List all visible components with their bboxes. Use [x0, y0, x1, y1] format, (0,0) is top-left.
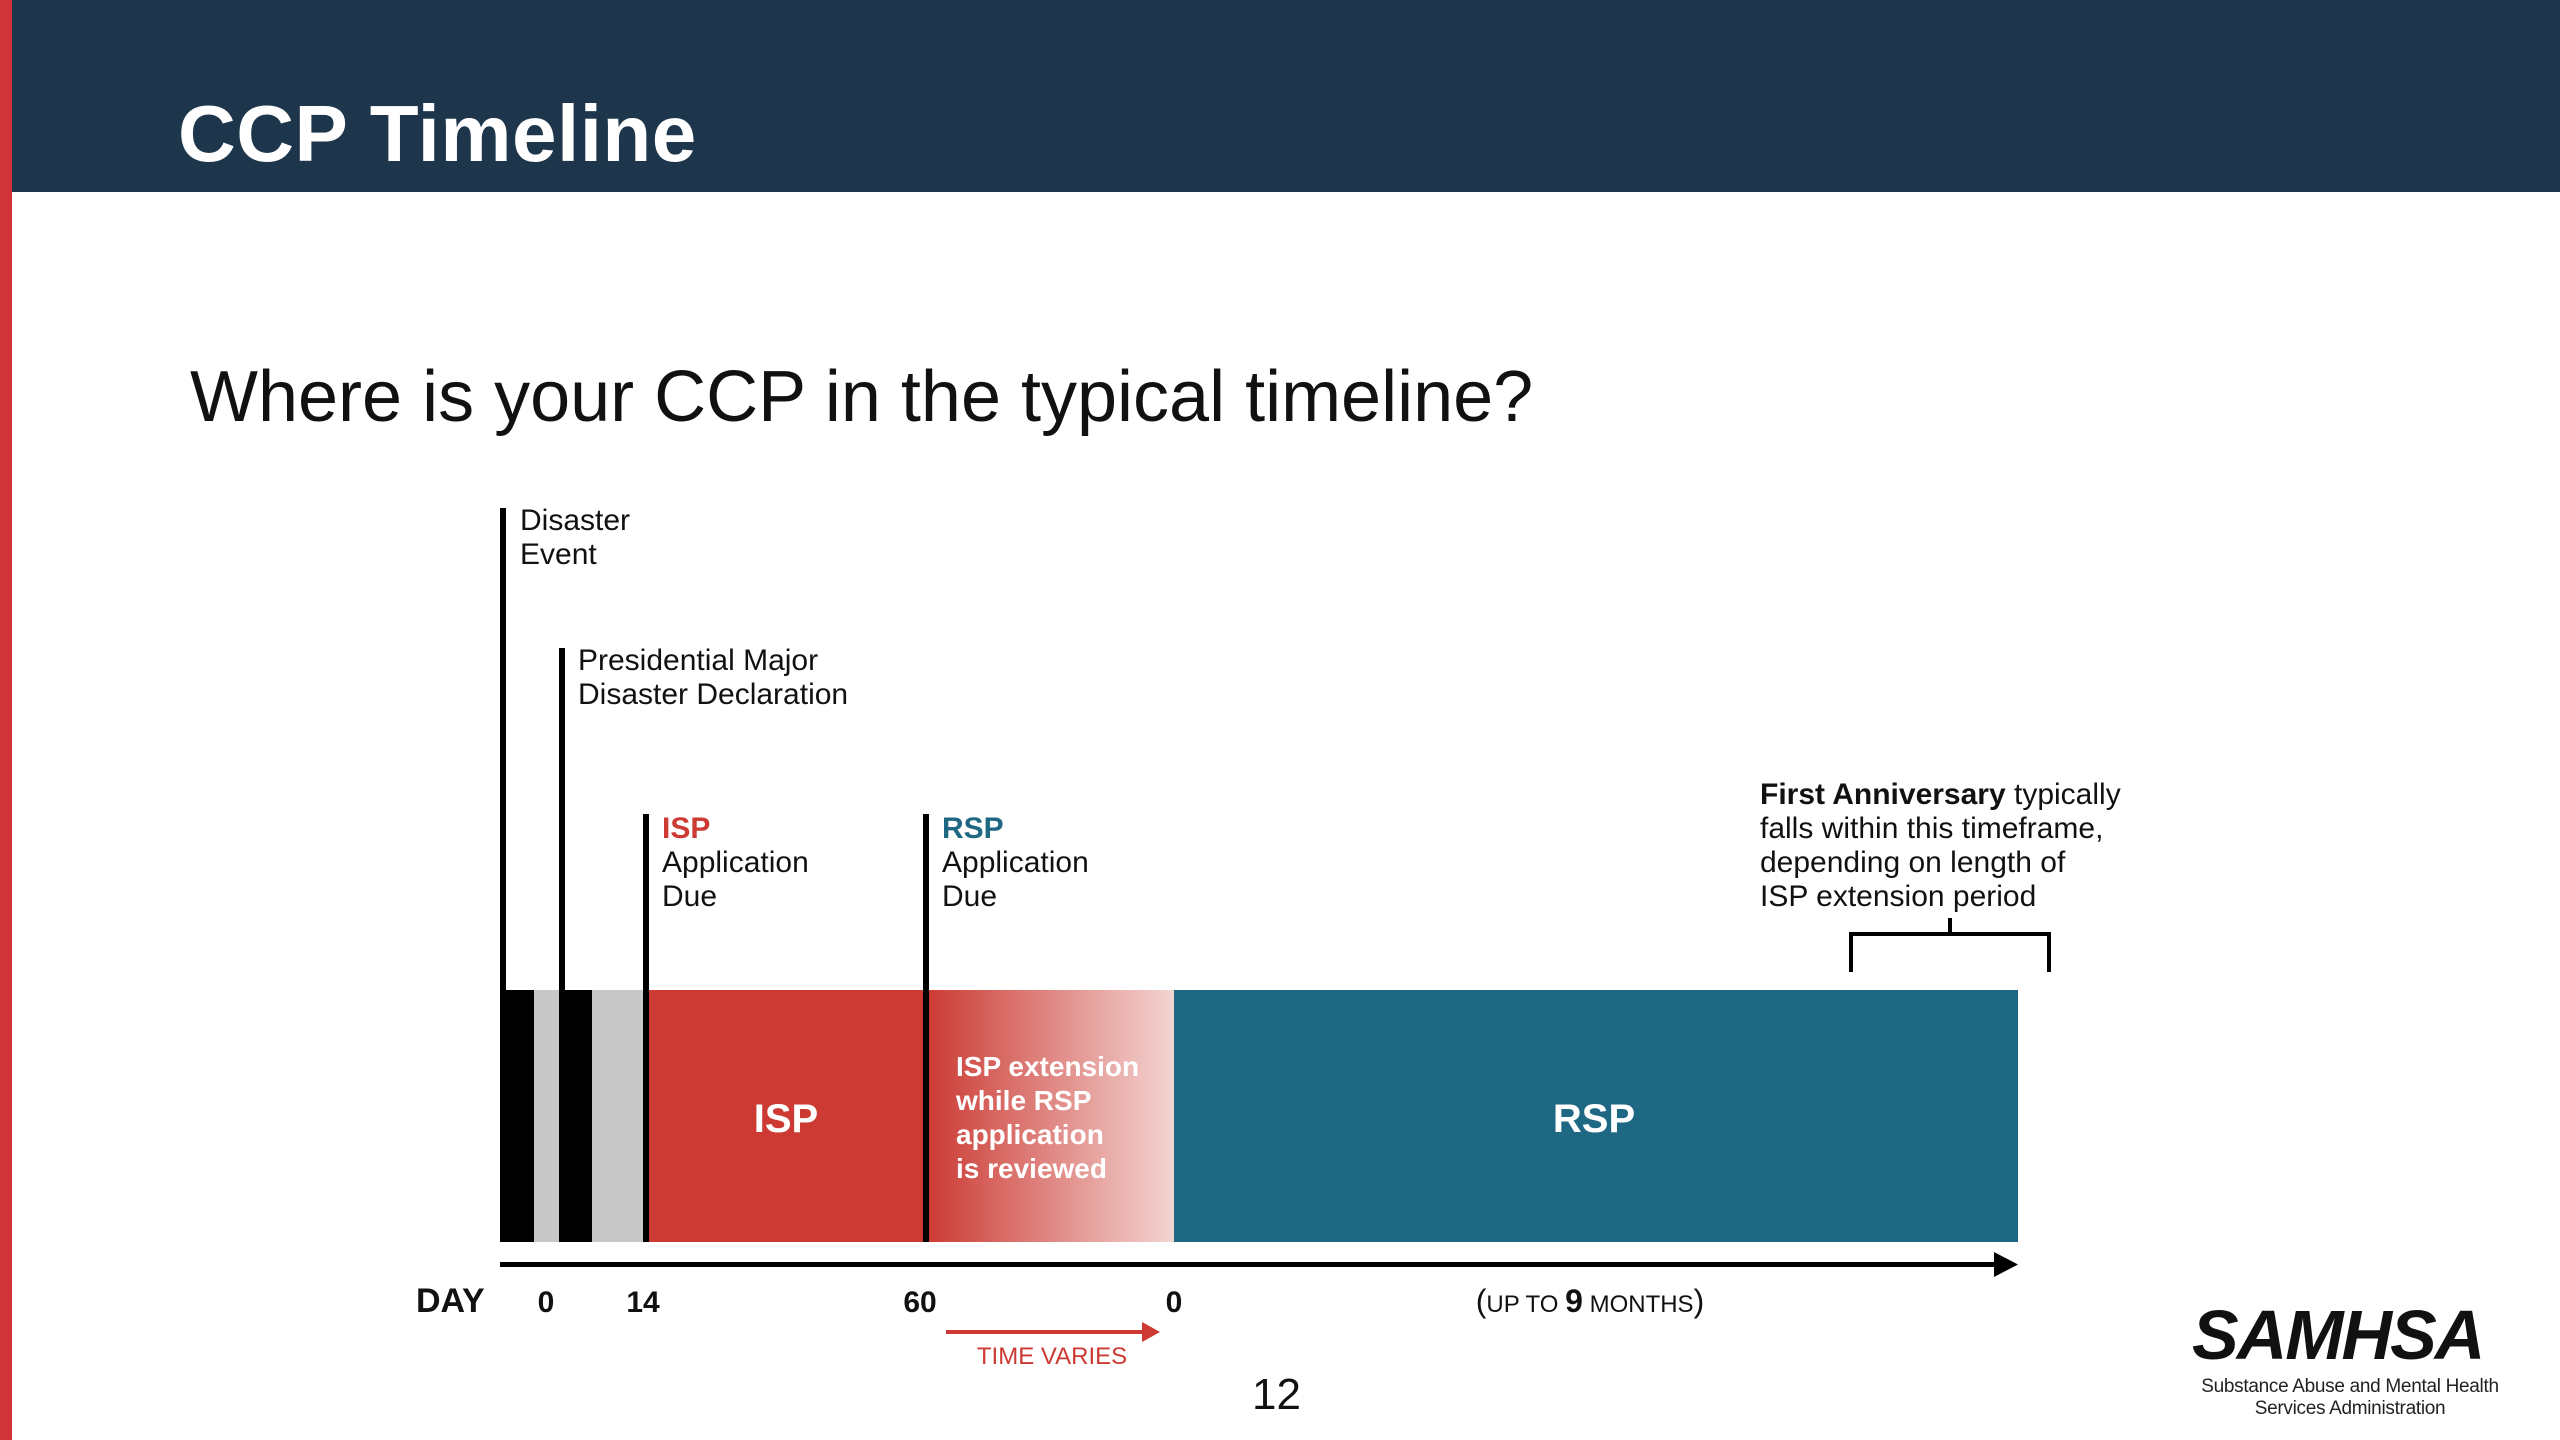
label-isp-due: ISP Application Due	[662, 812, 817, 913]
samhsa-logo: SAMHSA Substance Abuse and Mental Health…	[2180, 1300, 2520, 1420]
left-accent-bar	[0, 0, 12, 1440]
segment-isp	[646, 990, 926, 1242]
segment-gray-2	[592, 990, 646, 1242]
anniversary-note: First Anniversary typically falls within…	[1760, 778, 2129, 913]
axis-months-label: (UP TO 9 MONTHS)	[1476, 1283, 1704, 1319]
slide-subtitle: Where is your CCP in the typical timelin…	[190, 357, 1534, 437]
logo-wordmark: SAMHSA	[2192, 1296, 2485, 1374]
page-number: 12	[1252, 1370, 1301, 1419]
segment-rsp	[1174, 990, 2018, 1242]
segment-declaration-black	[560, 990, 592, 1242]
time-varies-arrow-line	[946, 1330, 1146, 1334]
marker-line-disaster-event	[500, 508, 506, 1242]
logo-tagline-line-1: Substance Abuse and Mental Health	[2201, 1376, 2499, 1397]
time-varies-label: TIME VARIES	[977, 1343, 1127, 1370]
anniversary-bracket	[1849, 918, 2051, 972]
label-declaration: Presidential Major Disaster Declaration	[578, 644, 848, 711]
slide-title: CCP Timeline	[178, 89, 697, 178]
axis-line	[500, 1262, 1996, 1267]
axis-arrowhead	[1994, 1252, 2018, 1277]
logo-tagline: Substance Abuse and Mental Health Servic…	[2180, 1376, 2520, 1420]
marker-line-rsp-due	[923, 814, 929, 1242]
bar-label-isp-extension: ISP extension while RSP application is r…	[955, 1051, 1147, 1184]
marker-line-declaration	[559, 648, 565, 1242]
title-bar	[12, 0, 2560, 192]
axis-day-label: DAY	[416, 1282, 485, 1320]
axis-tick-60: 60	[903, 1286, 936, 1319]
segment-isp-extension	[926, 990, 1174, 1242]
label-disaster-event: Disaster Event	[520, 504, 638, 571]
axis-tick-0: 0	[538, 1286, 555, 1319]
bar-label-isp: ISP	[754, 1097, 818, 1141]
bar-label-rsp: RSP	[1553, 1097, 1635, 1141]
axis-tick-rsp-0: 0	[1166, 1286, 1183, 1319]
label-rsp-due: RSP Application Due	[942, 812, 1097, 913]
time-varies-arrowhead	[1142, 1322, 1160, 1342]
axis-tick-14: 14	[626, 1286, 660, 1319]
marker-line-isp-due	[643, 814, 649, 1242]
segment-gray-1	[534, 990, 560, 1242]
logo-tagline-line-2: Services Administration	[2254, 1398, 2446, 1419]
